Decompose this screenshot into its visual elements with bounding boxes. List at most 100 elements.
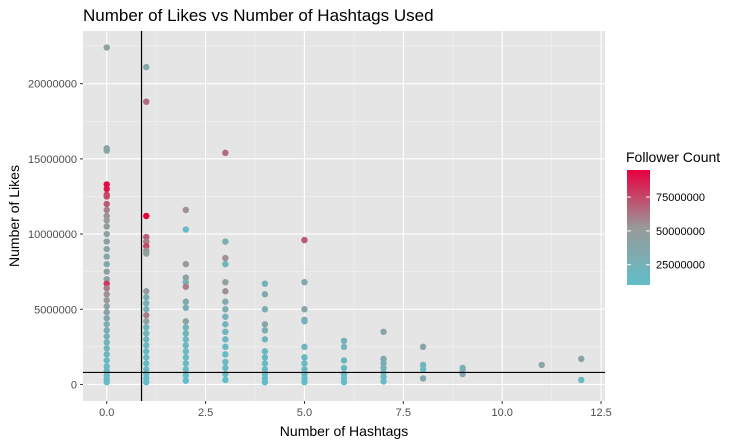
data-point	[103, 200, 110, 208]
data-point	[143, 98, 150, 105]
data-point	[143, 330, 150, 337]
data-point	[103, 181, 110, 188]
data-point	[182, 318, 190, 325]
data-point	[261, 354, 269, 361]
data-point	[222, 376, 229, 384]
data-point	[103, 357, 110, 364]
data-point	[222, 370, 229, 378]
data-point	[222, 260, 229, 268]
data-point	[143, 354, 150, 361]
data-point	[301, 306, 308, 313]
data-point	[340, 364, 348, 372]
data-point	[103, 284, 110, 292]
data-point	[143, 288, 150, 295]
data-point	[143, 324, 150, 331]
data-point	[103, 217, 110, 224]
data-point	[538, 361, 545, 369]
data-point	[103, 351, 110, 358]
data-point	[103, 280, 110, 287]
y-tick-label: 20000000	[28, 79, 77, 91]
y-tick-label: 0	[71, 379, 77, 391]
y-axis-ticks: 0 5000000 10000000 15000000 20000000	[28, 79, 83, 391]
data-point	[182, 336, 190, 343]
data-point	[143, 336, 150, 343]
data-point	[103, 193, 110, 200]
data-point	[222, 149, 229, 157]
data-point	[261, 327, 269, 334]
data-point	[261, 321, 269, 328]
data-point	[419, 366, 427, 373]
y-tick-label: 10000000	[28, 229, 77, 241]
x-axis-title: Number of Hashtags	[280, 423, 408, 439]
data-point	[261, 366, 269, 373]
chart-title: Number of Likes vs Number of Hashtags Us…	[83, 6, 434, 25]
legend-break-label: 25000000	[656, 260, 705, 272]
data-point	[301, 343, 308, 351]
data-point	[380, 360, 387, 367]
data-point	[222, 238, 229, 245]
data-point	[222, 351, 229, 358]
data-point	[301, 354, 308, 361]
data-point	[143, 342, 150, 349]
data-point	[103, 297, 110, 304]
data-point	[103, 185, 110, 193]
data-point	[222, 298, 229, 305]
data-point	[103, 333, 110, 340]
data-point	[103, 268, 110, 275]
data-point	[261, 336, 269, 343]
x-tick-label: 0.0	[99, 407, 114, 419]
data-point	[143, 378, 150, 386]
data-point	[261, 360, 269, 367]
data-point	[182, 278, 190, 286]
data-point	[103, 345, 110, 352]
data-point	[143, 318, 150, 325]
data-point	[182, 342, 190, 349]
y-axis-title: Number of Likes	[6, 165, 22, 267]
data-point	[143, 366, 150, 373]
data-point	[103, 291, 110, 298]
data-point	[103, 238, 110, 245]
data-point	[222, 328, 229, 336]
data-point	[261, 306, 269, 313]
data-point	[103, 253, 110, 260]
data-point	[578, 376, 585, 384]
data-point	[261, 348, 269, 355]
data-point	[103, 321, 110, 328]
x-tick-label: 2.5	[198, 407, 213, 419]
data-point	[103, 245, 110, 253]
data-point	[103, 303, 110, 310]
data-point	[182, 283, 190, 290]
data-point	[103, 315, 110, 322]
data-point	[261, 280, 269, 287]
data-point	[222, 313, 229, 320]
data-point	[182, 330, 190, 337]
data-point	[340, 357, 348, 364]
data-point	[340, 343, 348, 351]
data-point	[103, 260, 110, 268]
legend-break-label: 75000000	[656, 192, 705, 204]
data-point	[301, 236, 308, 244]
data-point	[380, 328, 387, 336]
y-tick-label: 5000000	[34, 304, 77, 316]
data-point	[143, 238, 150, 245]
legend-break-label: 50000000	[656, 226, 705, 238]
data-point	[182, 226, 190, 233]
data-point	[103, 363, 110, 370]
x-axis-ticks: 0.0 2.5 5.0 7.5 10.0 12.5	[99, 401, 612, 419]
x-tick-label: 7.5	[396, 407, 411, 419]
reference-lines	[83, 31, 605, 401]
data-point	[182, 366, 190, 373]
data-points	[103, 44, 585, 386]
data-point	[182, 360, 190, 367]
data-point	[419, 361, 427, 369]
data-point	[143, 63, 150, 71]
data-point	[143, 300, 150, 307]
data-point	[143, 306, 150, 313]
x-tick-label: 5.0	[297, 407, 312, 419]
data-point	[182, 377, 190, 384]
data-point	[222, 278, 229, 286]
data-point	[143, 250, 150, 257]
y-tick-label: 15000000	[28, 154, 77, 166]
data-point	[103, 44, 110, 51]
